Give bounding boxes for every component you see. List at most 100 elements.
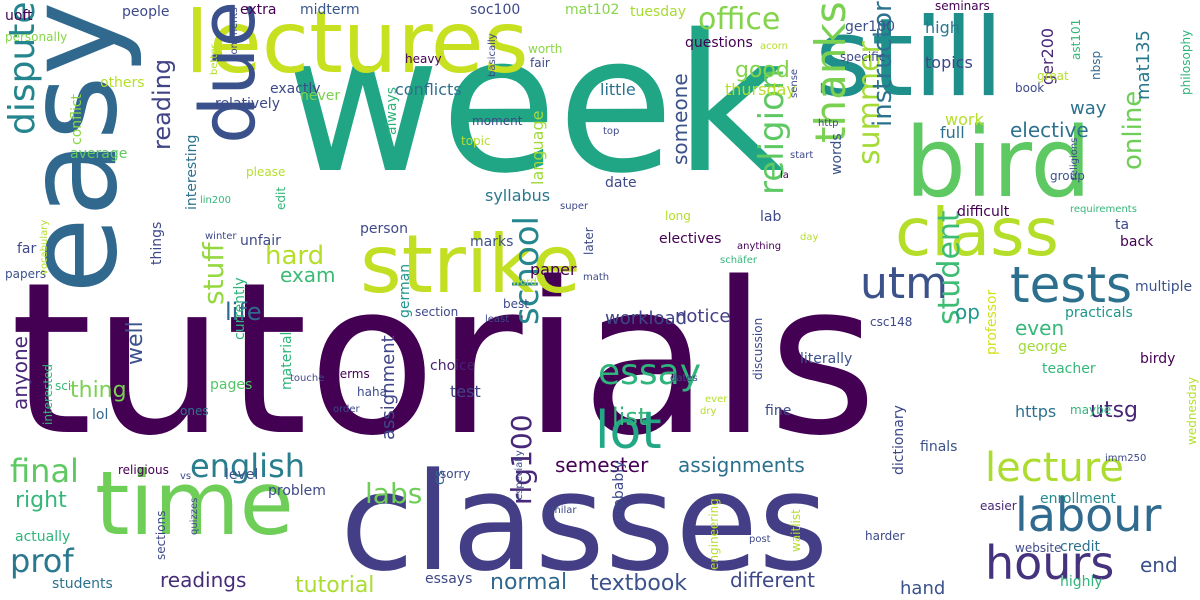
word-comments: comments (229, 7, 240, 60)
word-ever: ever (705, 394, 728, 405)
word-soc100: soc100 (470, 2, 521, 18)
word-topics: topics (925, 53, 973, 72)
word-high: high (925, 18, 960, 37)
word-hard: hard (265, 241, 325, 271)
word-week: week (285, 0, 785, 215)
word-better: better (209, 44, 220, 75)
word-thing: thing (70, 378, 127, 403)
word-essay: essay (598, 352, 702, 393)
word-mat135: mat135 (1133, 30, 1154, 100)
word-end: end (1140, 553, 1178, 577)
word-tests: tests (1010, 256, 1133, 314)
word-electives: electives (659, 231, 722, 247)
word-semester: semester (555, 453, 649, 477)
word-nbsp: nbsp (1089, 50, 1103, 80)
word-level: level (225, 467, 259, 483)
word-least: least (485, 314, 510, 325)
word-ta: ta (1115, 217, 1130, 233)
word-work: work (945, 110, 984, 129)
word-conflict: conflict (69, 93, 85, 145)
word-specific: specific (840, 50, 886, 64)
word-tuesday: tuesday (630, 4, 687, 20)
word-credit: credit (1060, 539, 1101, 555)
word-date: date (605, 175, 637, 191)
word-lab: lab (760, 209, 782, 225)
word-george: george (1018, 339, 1068, 355)
word-average: average (70, 146, 128, 162)
word-elective: elective (1010, 118, 1089, 142)
word-test: test (450, 382, 481, 401)
word-life: life (225, 298, 262, 326)
word-workload: workload (605, 308, 688, 329)
word-discussion: discussion (751, 317, 765, 380)
word-person: person (360, 221, 408, 237)
word-questions: questions (685, 35, 753, 51)
word-time: time (95, 452, 294, 555)
word-top: top (603, 126, 620, 137)
word-section: section (415, 305, 459, 319)
word-multiple: multiple (1135, 279, 1193, 295)
word-practicals: practicals (1065, 305, 1133, 321)
word-sci: sci (55, 379, 72, 393)
word-german: german (397, 263, 413, 318)
word-pages: pages (210, 377, 253, 393)
word-things: things (149, 221, 165, 265)
word-interesting: interesting (184, 134, 200, 210)
word-philosophy: philosophy (1179, 29, 1193, 95)
word-vs: vs (180, 471, 192, 482)
word-right: right (15, 488, 67, 513)
word-math: math (583, 272, 610, 283)
word-winter: winter (205, 231, 237, 242)
word-terms: terms (335, 367, 370, 381)
word-utm: utm (860, 258, 948, 309)
word-final: final (10, 452, 79, 490)
word-professor: professor (984, 289, 1000, 355)
word-relatively: relatively (215, 96, 280, 112)
word-language: language (528, 110, 547, 186)
word-extra: extra (240, 2, 277, 18)
word-still: still (815, 0, 1004, 121)
word-book: book (1015, 81, 1045, 95)
word-post: post (749, 534, 771, 545)
word-touche: touche (290, 373, 325, 384)
word-classes: classes (340, 444, 829, 600)
word-worth: worth (528, 42, 563, 56)
word-tutorial: tutorial (295, 573, 375, 598)
word-full: full (940, 123, 965, 142)
word-textbook: textbook (590, 571, 688, 596)
word-online: online (1118, 90, 1148, 170)
word-quizzes: quizzes (189, 497, 200, 535)
word-mat102: mat102 (565, 2, 620, 18)
word-highly: highly (1060, 574, 1103, 590)
word-students: students (52, 576, 113, 592)
word-marks: marks (470, 234, 514, 250)
word-la: la (780, 170, 789, 181)
word-moment: moment (472, 114, 523, 128)
word-difficult: difficult (957, 204, 1010, 220)
word-uoft: uoft (5, 8, 33, 24)
word-choice: choice (430, 358, 476, 374)
word-different: different (730, 568, 815, 592)
word-fine: fine (765, 403, 792, 419)
word-hours: hours (985, 536, 1115, 590)
word-sorry: sorry (440, 467, 471, 481)
word-anything: anything (737, 241, 782, 252)
word-well: well (123, 321, 148, 365)
word-long: long (665, 209, 691, 223)
word-finals: finals (920, 439, 958, 455)
word-english: english (190, 447, 306, 485)
word-labour: labour (1015, 488, 1162, 542)
word-group: group (1050, 169, 1085, 183)
word-problem: problem (268, 483, 326, 499)
word-scha-fer: schäfer (720, 255, 757, 266)
word-stuff: stuff (197, 242, 230, 305)
word-dates: dates (670, 373, 698, 384)
word-lectures: lectures (185, 0, 529, 93)
word-engineering: engineering (707, 498, 721, 570)
word-fair: fair (530, 56, 550, 70)
word-even: even (1015, 316, 1065, 340)
word-class: class (895, 194, 1059, 271)
word-requirements: requirements (1070, 204, 1137, 215)
word-tutorials: tutorials (10, 237, 878, 482)
